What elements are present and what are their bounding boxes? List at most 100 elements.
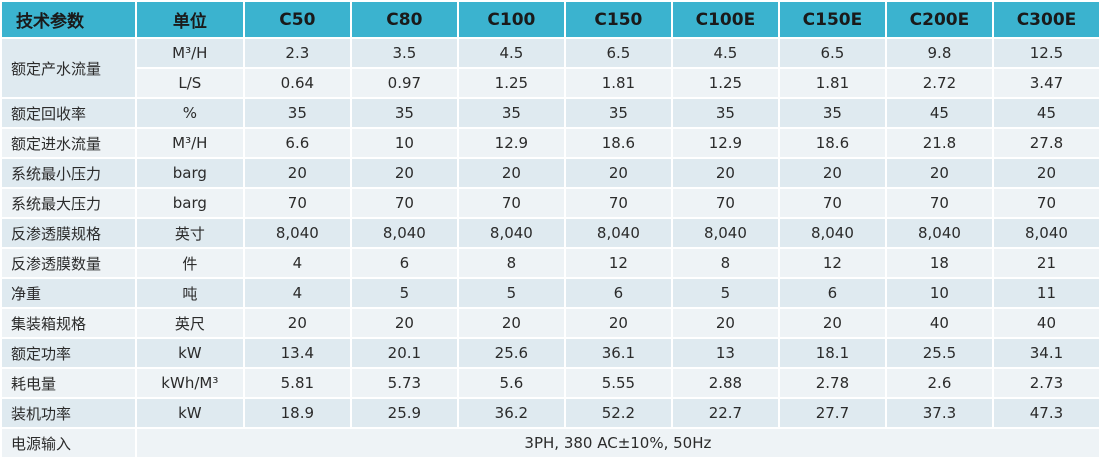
header-row: 技术参数 单位 C50 C80 C100 C150 C100E C150E C2… [2, 2, 1099, 37]
header-model: C200E [886, 2, 992, 37]
value-cell: 20 [244, 309, 350, 337]
value-cell: 20 [565, 159, 671, 187]
value-cell: 18.1 [779, 339, 885, 367]
table-row: 耗电量 kWh/M³ 5.81 5.73 5.6 5.55 2.88 2.78 … [2, 369, 1099, 397]
value-cell: 18.6 [565, 129, 671, 157]
table-row: 系统最小压力 barg 20 20 20 20 20 20 20 20 [2, 159, 1099, 187]
value-cell: 40 [886, 309, 992, 337]
value-cell: 35 [779, 99, 885, 127]
value-cell: 20 [351, 159, 457, 187]
value-cell: 20 [244, 159, 350, 187]
unit-cell: kW [136, 339, 243, 367]
value-cell: 45 [886, 99, 992, 127]
param-cell: 系统最小压力 [2, 159, 135, 187]
value-cell: 20 [779, 159, 885, 187]
value-cell: 4.5 [672, 39, 778, 67]
table-row: 装机功率 kW 18.9 25.9 36.2 52.2 22.7 27.7 37… [2, 399, 1099, 427]
value-cell: 35 [351, 99, 457, 127]
header-model: C50 [244, 2, 350, 37]
value-cell: 36.2 [458, 399, 564, 427]
value-cell: 12 [565, 249, 671, 277]
value-cell: 1.25 [672, 69, 778, 97]
unit-cell: L/S [136, 69, 243, 97]
value-cell: 2.3 [244, 39, 350, 67]
value-cell: 5 [351, 279, 457, 307]
value-cell: 5.73 [351, 369, 457, 397]
value-cell: 0.97 [351, 69, 457, 97]
value-cell: 36.1 [565, 339, 671, 367]
param-cell: 电源输入 [2, 429, 135, 457]
value-cell: 8,040 [244, 219, 350, 247]
value-cell: 1.81 [779, 69, 885, 97]
value-cell: 8,040 [886, 219, 992, 247]
value-cell: 25.5 [886, 339, 992, 367]
value-cell: 70 [993, 189, 1099, 217]
value-cell: 35 [458, 99, 564, 127]
param-cell: 净重 [2, 279, 135, 307]
value-cell: 8,040 [779, 219, 885, 247]
unit-cell: M³/H [136, 39, 243, 67]
unit-cell: % [136, 99, 243, 127]
value-cell: 6.6 [244, 129, 350, 157]
unit-cell: kWh/M³ [136, 369, 243, 397]
value-cell: 5.55 [565, 369, 671, 397]
value-cell: 34.1 [993, 339, 1099, 367]
table-row: 反渗透膜数量 件 4 6 8 12 8 12 18 21 [2, 249, 1099, 277]
value-cell: 40 [993, 309, 1099, 337]
param-cell: 额定产水流量 [2, 39, 135, 97]
value-cell: 20 [351, 309, 457, 337]
table-row: 额定产水流量 M³/H 2.3 3.5 4.5 6.5 4.5 6.5 9.8 … [2, 39, 1099, 97]
value-cell: 12.5 [993, 39, 1099, 67]
header-param: 技术参数 [2, 2, 135, 37]
value-cell: 35 [672, 99, 778, 127]
value-cell: 8,040 [351, 219, 457, 247]
unit-cell: 英尺 [136, 309, 243, 337]
table-row: 额定进水流量 M³/H 6.6 10 12.9 18.6 12.9 18.6 2… [2, 129, 1099, 157]
value-cell: 70 [351, 189, 457, 217]
header-model: C100E [672, 2, 778, 37]
value-cell: 8,040 [993, 219, 1099, 247]
value-cell: 70 [458, 189, 564, 217]
value-cell: 4 [244, 249, 350, 277]
table-row: 电源输入 3PH, 380 AC±10%, 50Hz [2, 429, 1099, 457]
unit-cell: barg [136, 159, 243, 187]
table-row: 额定回收率 % 35 35 35 35 35 35 45 45 [2, 99, 1099, 127]
value-cell: 20 [458, 309, 564, 337]
value-cell: 20 [779, 309, 885, 337]
table-row: 净重 吨 4 5 5 6 5 6 10 11 [2, 279, 1099, 307]
value-cell: 70 [565, 189, 671, 217]
value-cell: 1.81 [565, 69, 671, 97]
param-cell: 反渗透膜规格 [2, 219, 135, 247]
value-cell: 22.7 [672, 399, 778, 427]
value-cell: 1.25 [458, 69, 564, 97]
param-cell: 额定功率 [2, 339, 135, 367]
param-cell: 耗电量 [2, 369, 135, 397]
value-cell: 70 [244, 189, 350, 217]
value-cell: 20 [993, 159, 1099, 187]
value-cell: 18.6 [779, 129, 885, 157]
value-cell: 5 [458, 279, 564, 307]
value-cell: 21 [993, 249, 1099, 277]
value-cell: 35 [244, 99, 350, 127]
table-row: 额定功率 kW 13.4 20.1 25.6 36.1 13 18.1 25.5… [2, 339, 1099, 367]
value-cell: 9.8 [886, 39, 992, 67]
value-cell: 37.3 [886, 399, 992, 427]
header-model: C150 [565, 2, 671, 37]
value-cell: 27.7 [779, 399, 885, 427]
value-cell: 18.9 [244, 399, 350, 427]
value-cell: 70 [672, 189, 778, 217]
value-cell: 0.64 [244, 69, 350, 97]
value-cell: 5.6 [458, 369, 564, 397]
value-cell: 2.88 [672, 369, 778, 397]
value-cell: 6 [779, 279, 885, 307]
unit-cell: kW [136, 399, 243, 427]
value-cell: 21.8 [886, 129, 992, 157]
value-cell: 20.1 [351, 339, 457, 367]
value-cell: 70 [886, 189, 992, 217]
value-cell: 20 [672, 309, 778, 337]
value-cell: 13 [672, 339, 778, 367]
value-cell: 35 [565, 99, 671, 127]
unit-cell: 英寸 [136, 219, 243, 247]
